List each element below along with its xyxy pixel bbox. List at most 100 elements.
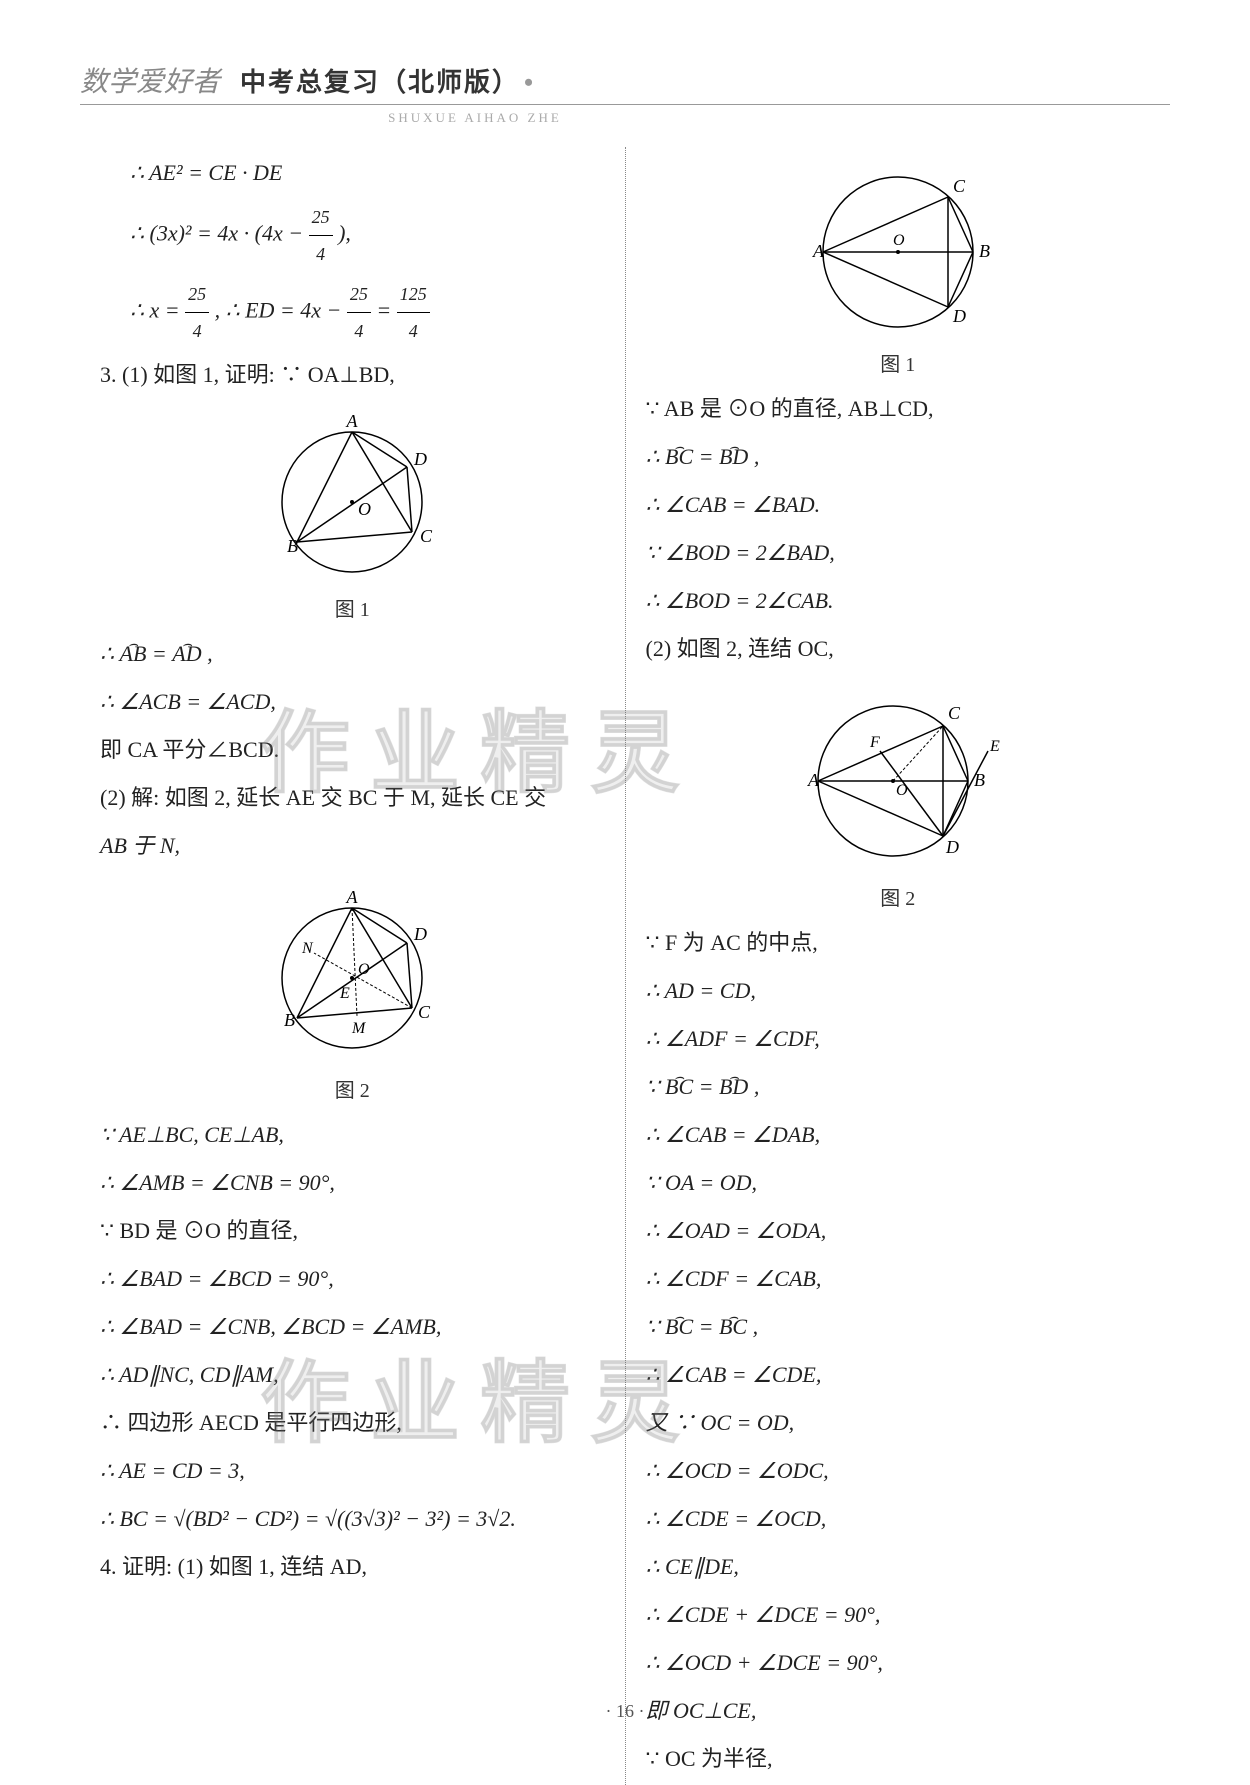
- math-line: (2) 解: 如图 2, 延长 AE 交 BC 于 M, 延长 CE 交: [100, 776, 605, 820]
- math-line: ∵ AE⊥BC, CE⊥AB,: [100, 1113, 605, 1157]
- header-logo: 数学爱好者: [80, 60, 220, 100]
- svg-text:O: O: [358, 961, 370, 978]
- problem-3-1: 3. (1) 如图 1, 证明: ∵ OA⊥BD,: [100, 353, 605, 397]
- arc-ab: AB: [120, 641, 147, 666]
- math-line: ∴ ∠CAB = ∠DAB,: [646, 1113, 1151, 1157]
- math-line: ∴ AD∥NC, CD∥AM,: [100, 1353, 605, 1397]
- math-line: ∴ 四边形 AECD 是平行四边形,: [100, 1401, 605, 1445]
- svg-text:C: C: [953, 176, 966, 196]
- math-line: ∵ ∠BOD = 2∠BAD,: [646, 531, 1151, 575]
- math-line: ∵ OC 为半径,: [646, 1737, 1151, 1781]
- math-line: ∴ ∠AMB = ∠CNB = 90°,: [100, 1161, 605, 1205]
- arc-bc: BC: [665, 1314, 693, 1339]
- math-line: ∴ CE∥DE,: [646, 1545, 1151, 1589]
- svg-text:B: B: [284, 1010, 295, 1030]
- math-line: ∴ ∠ACB = ∠ACD,: [100, 680, 605, 724]
- math-line: ∴ ∠BOD = 2∠CAB.: [646, 579, 1151, 623]
- right-figure-2: A B C D O E F 图 2: [646, 681, 1151, 911]
- svg-text:E: E: [339, 985, 350, 1002]
- header-title: 中考总复习（北师版）: [240, 62, 535, 99]
- left-figure-2: A B C D O M N E 图 2: [100, 878, 605, 1103]
- problem-4: 4. 证明: (1) 如图 1, 连结 AD,: [100, 1545, 605, 1589]
- svg-text:O: O: [358, 499, 371, 519]
- circle-diagram-3: A B C D O: [793, 157, 1003, 342]
- svg-text:B: B: [287, 536, 298, 556]
- math-line: ∴ (3x)² = 4x · (4x − 254 ),: [100, 199, 605, 272]
- math-line: ∴ ∠OCD = ∠ODC,: [646, 1449, 1151, 1493]
- math-line: ∵ OA = OD,: [646, 1161, 1151, 1205]
- math-line: ∴ ∠CDE + ∠DCE = 90°,: [646, 1593, 1151, 1637]
- arc-bc: BC: [719, 1314, 747, 1339]
- math-line: (2) 如图 2, 连结 OC,: [646, 627, 1151, 671]
- math-line: ∴ ∠OCD + ∠DCE = 90°,: [646, 1641, 1151, 1685]
- page-header: 数学爱好者 中考总复习（北师版）: [80, 60, 1170, 105]
- svg-text:A: A: [807, 770, 820, 790]
- math-line: ∴ ∠CAB = ∠CDE,: [646, 1353, 1151, 1397]
- math-line: ∴ ∠CDF = ∠CAB,: [646, 1257, 1151, 1301]
- math-line: ∴ x = 254 , ∴ ED = 4x − 254 = 1254: [100, 276, 605, 349]
- fraction: 1254: [397, 276, 430, 349]
- svg-text:A: A: [346, 411, 359, 431]
- math-line: ∴ AE = CD = 3,: [100, 1449, 605, 1493]
- math-line: ∴ ∠CDE = ∠OCD,: [646, 1497, 1151, 1541]
- text: =: [376, 298, 396, 323]
- text: (4x −: [255, 221, 309, 246]
- math-line: ∴ AD = CD,: [646, 969, 1151, 1013]
- circle-diagram-1: A B C D O: [252, 407, 452, 587]
- two-column-layout: ∴ AE² = CE · DE ∴ (3x)² = 4x · (4x − 254…: [80, 147, 1170, 1785]
- math-line: 即 OC⊥CE,: [646, 1689, 1151, 1733]
- svg-text:O: O: [896, 782, 908, 799]
- figure-caption: 图 2: [100, 1074, 605, 1103]
- math-line: ∵ F 为 AC 的中点,: [646, 921, 1151, 965]
- circle-diagram-2: A B C D O M N E: [252, 878, 452, 1068]
- svg-text:N: N: [301, 940, 314, 957]
- text: ),: [338, 221, 351, 246]
- math-line: ∵ BC = BC ,: [646, 1305, 1151, 1349]
- svg-text:M: M: [351, 1020, 367, 1037]
- math-line: ∴ BC = BD ,: [646, 435, 1151, 479]
- page-number: · 16 ·: [606, 1701, 645, 1722]
- text: , ∴ ED = 4x −: [215, 298, 347, 323]
- math-line: ∵ BD 是 ⊙O 的直径,: [100, 1209, 605, 1253]
- math-line: 即 CA 平分∠BCD.: [100, 728, 605, 772]
- circle-diagram-4: A B C D O E F: [788, 681, 1008, 876]
- figure-caption: 图 1: [646, 348, 1151, 377]
- header-subtitle: SHUXUE AIHAO ZHE: [388, 110, 562, 125]
- text: ∴ x =: [130, 298, 185, 323]
- svg-text:D: D: [952, 306, 966, 326]
- svg-text:D: D: [413, 924, 427, 944]
- math-line: ∴ BC = √(BD² − CD²) = √((3√3)² − 3²) = 3…: [100, 1497, 605, 1541]
- fraction: 254: [309, 199, 333, 272]
- figure-caption: 图 1: [100, 593, 605, 622]
- figure-caption: 图 2: [646, 882, 1151, 911]
- right-column: A B C D O 图 1 ∵ AB 是 ⊙O 的直径, AB⊥CD, ∴ BC…: [626, 147, 1171, 1785]
- svg-text:B: B: [979, 241, 990, 261]
- math-line: 又 ∵ OC = OD,: [646, 1401, 1151, 1445]
- arc-bc: BC: [665, 1074, 693, 1099]
- math-line: ∴ ∠OAD = ∠ODA,: [646, 1209, 1151, 1253]
- svg-text:B: B: [974, 770, 985, 790]
- svg-text:C: C: [948, 703, 961, 723]
- arc-bd: BD: [719, 444, 748, 469]
- math-line: ∴ AB = AD ,: [100, 632, 605, 676]
- svg-text:O: O: [893, 232, 905, 249]
- svg-text:C: C: [418, 1002, 431, 1022]
- arc-ad: AD: [172, 641, 201, 666]
- svg-text:C: C: [420, 526, 433, 546]
- svg-text:A: A: [812, 241, 825, 261]
- svg-text:D: D: [945, 837, 959, 857]
- math-line: ∴ ∠ADF = ∠CDF,: [646, 1017, 1151, 1061]
- fraction: 254: [347, 276, 371, 349]
- math-line: ∵ BC = BD ,: [646, 1065, 1151, 1109]
- svg-text:D: D: [413, 449, 427, 469]
- left-column: ∴ AE² = CE · DE ∴ (3x)² = 4x · (4x − 254…: [80, 147, 626, 1785]
- fraction: 254: [185, 276, 209, 349]
- math-line: ∴ AE² = CE · DE: [100, 151, 605, 195]
- math-line: ∴ ∠BAD = ∠BCD = 90°,: [100, 1257, 605, 1301]
- math-line: ∴ ∠BAD = ∠CNB, ∠BCD = ∠AMB,: [100, 1305, 605, 1349]
- text: ∴ (3x)² = 4x ·: [130, 221, 255, 246]
- svg-text:F: F: [869, 734, 880, 751]
- right-figure-1: A B C D O 图 1: [646, 157, 1151, 377]
- svg-text:A: A: [346, 887, 359, 907]
- math-line: ∵ AB 是 ⊙O 的直径, AB⊥CD,: [646, 387, 1151, 431]
